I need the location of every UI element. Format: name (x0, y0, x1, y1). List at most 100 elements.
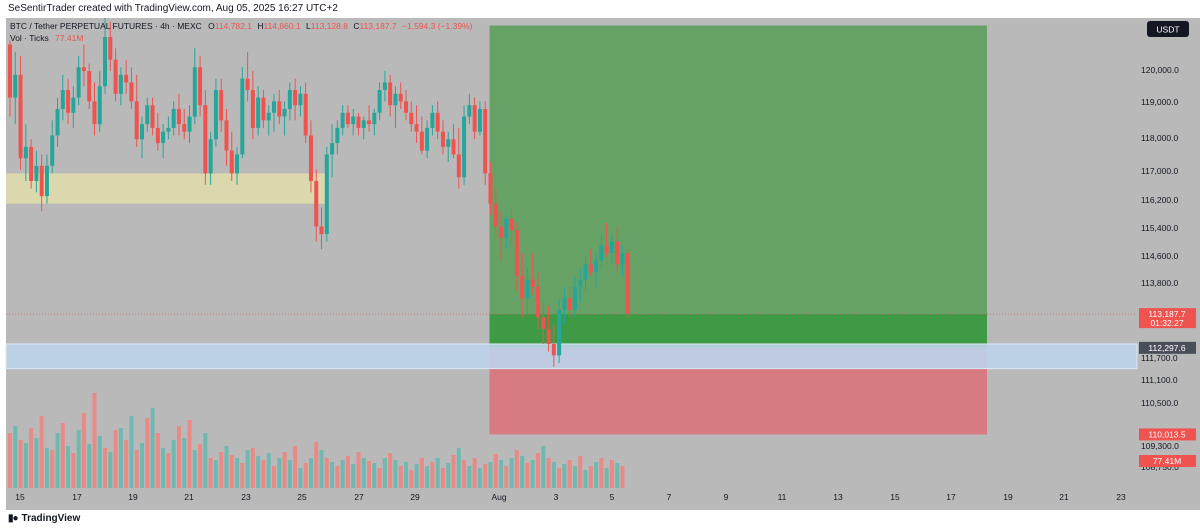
candle-body (308, 135, 313, 181)
candle-body (134, 101, 139, 140)
volume-value: 77.41M (55, 33, 83, 43)
volume-bar (562, 464, 567, 488)
candle-body (525, 279, 530, 299)
time-tick-label: 5 (610, 492, 615, 502)
volume-bar (551, 462, 556, 488)
volume-bar (87, 444, 92, 488)
volume-bar (620, 466, 625, 488)
volume-bar (430, 462, 435, 488)
candle-body (504, 218, 509, 238)
candle-body (272, 101, 276, 113)
candle-body (467, 105, 472, 117)
candle-body (609, 241, 614, 253)
candle-body (588, 264, 593, 272)
time-tick-label: 3 (554, 492, 559, 502)
time-tick-label: 21 (184, 492, 194, 502)
candle-body (377, 90, 382, 113)
candle-body (66, 90, 71, 113)
volume-bar (113, 430, 118, 488)
candle-body (287, 90, 292, 109)
volume-bar (29, 428, 34, 488)
price-tag-bg (1139, 341, 1196, 354)
price-tag-value: 77.41M (1153, 456, 1181, 466)
time-tick-label: 25 (297, 492, 307, 502)
ohlc-close: 113,187.7 (359, 21, 396, 31)
price-tick-label: 111,700.0 (1141, 353, 1178, 363)
candle-body (171, 108, 176, 128)
price-tick-label: 118,000.0 (1141, 133, 1178, 143)
volume-bar (594, 462, 599, 488)
candle-body (440, 131, 445, 147)
price-tick-label: 110,500.0 (1141, 398, 1178, 408)
tradingview-logo-text: TradingView (21, 513, 81, 524)
symbol-name: BTC / Tether PERPETUAL FUTURES · 4h · ME… (10, 21, 202, 31)
volume-bar (155, 433, 160, 488)
volume-bar (272, 466, 276, 488)
price-tick-label: 116,200.0 (1141, 195, 1178, 205)
candle-body (462, 116, 467, 178)
currency-badge-bg (1147, 21, 1189, 37)
volume-bar (71, 453, 76, 488)
currency-badge[interactable]: USDT (1147, 21, 1189, 37)
candle-body (303, 93, 308, 136)
volume-bar (514, 450, 519, 488)
price-tick-label: 119,000.0 (1141, 97, 1178, 107)
candle-body (398, 93, 403, 102)
candle-body (324, 154, 329, 235)
time-tick-label: 27 (354, 492, 364, 502)
volume-bar (314, 442, 319, 488)
candle-body (620, 253, 625, 265)
candle-body (39, 165, 44, 197)
price-tick-label: 111,100.0 (1141, 375, 1178, 385)
time-tick-label: 11 (778, 492, 787, 502)
price-tag-bg (1139, 428, 1196, 441)
candle-body (8, 44, 12, 98)
candle-body (488, 173, 493, 204)
candle-body (155, 127, 160, 144)
candle-body (44, 165, 49, 197)
entry-band-zone (489, 314, 987, 348)
volume-bar (81, 413, 86, 488)
volume-bar (198, 444, 203, 488)
candle-body (87, 71, 92, 102)
tradingview-logo[interactable]: ▮● TradingView (8, 513, 80, 524)
volume-bar (567, 460, 572, 488)
candle-body (187, 116, 192, 132)
volume-bar (367, 461, 372, 488)
candle-body (18, 74, 23, 159)
volume-bar (382, 458, 387, 488)
time-tick-label: 29 (410, 492, 420, 502)
volume-bar (293, 446, 298, 488)
candle-body (198, 67, 203, 106)
price-tag-value: 113,187.7 (1148, 309, 1185, 319)
volume-bar (66, 446, 71, 488)
candle-body (536, 287, 540, 318)
candle-body (97, 86, 102, 125)
candle-body (493, 203, 498, 227)
volume-bar (92, 393, 97, 488)
volume-bar (504, 466, 509, 488)
volume-bar (462, 460, 467, 488)
symbol-info: BTC / Tether PERPETUAL FUTURES · 4h · ME… (10, 21, 473, 31)
volume-info[interactable]: Vol · Ticks 77.41M (10, 33, 83, 43)
bar-countdown: 01:32:27 (1150, 318, 1183, 328)
volume-bar (414, 464, 419, 488)
volume-bar (520, 456, 525, 488)
volume-bar (13, 426, 18, 488)
price-tick-label: 113,800.0 (1141, 278, 1178, 288)
price-chart[interactable]: 120,000.0 119,000.0 118,000.0 117,000.0 116,… (0, 18, 1200, 510)
candle-body (213, 90, 218, 140)
volume-bars (8, 393, 625, 488)
footer-bar: ▮● TradingView (0, 510, 1200, 529)
price-axis[interactable] (1137, 18, 1200, 488)
time-axis[interactable] (6, 488, 1200, 510)
candle-body (578, 279, 583, 288)
candle-body (435, 112, 440, 132)
target-zone (489, 25, 987, 315)
candle-body (182, 124, 187, 132)
candle-body (567, 298, 572, 310)
volume-bar (176, 426, 181, 488)
candle-body (60, 90, 65, 109)
candle-body (29, 146, 34, 181)
volume-bar (583, 470, 588, 488)
